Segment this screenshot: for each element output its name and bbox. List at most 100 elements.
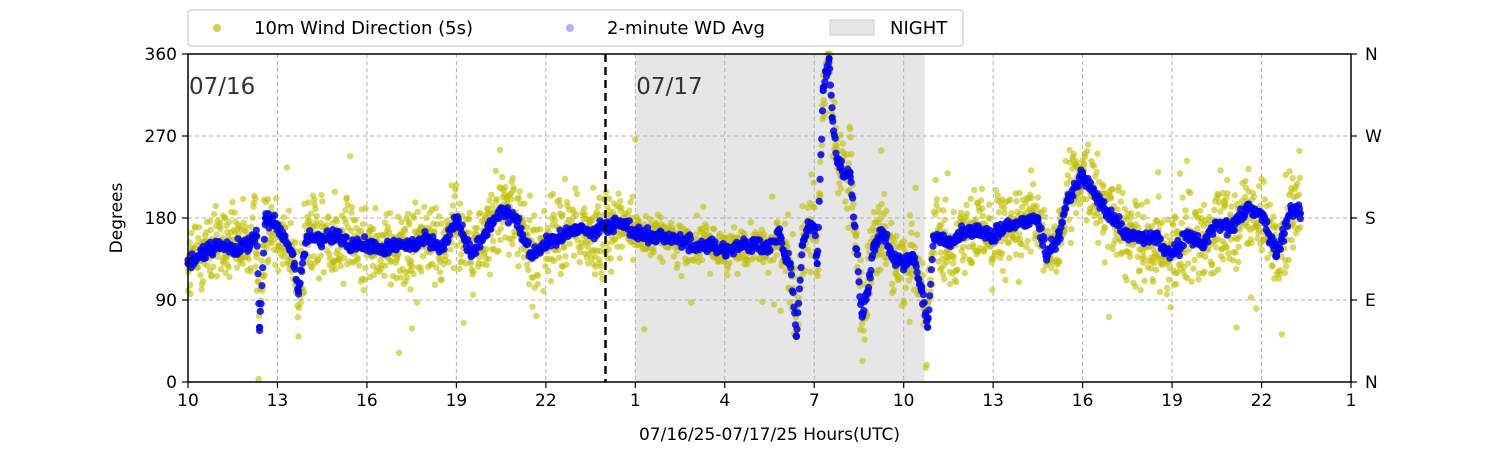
legend-label: 10m Wind Direction (5s) [254, 18, 473, 39]
raw-point [395, 349, 403, 357]
avg-point [923, 323, 932, 331]
raw-point [1015, 278, 1022, 286]
raw-point [972, 216, 980, 223]
avg-point [1296, 215, 1304, 223]
raw-point [486, 271, 494, 278]
raw-point [1219, 189, 1227, 197]
raw-point [213, 231, 220, 238]
avg-point [281, 232, 289, 240]
avg-point [616, 218, 624, 227]
raw-point [810, 203, 818, 211]
raw-point [1128, 210, 1135, 217]
raw-point [451, 192, 458, 200]
raw-point [1236, 226, 1243, 233]
raw-point [900, 237, 908, 245]
raw-point [1027, 248, 1034, 255]
raw-point [361, 276, 368, 283]
raw-point [970, 186, 978, 194]
raw-point [688, 299, 695, 306]
raw-point [498, 173, 506, 181]
raw-point [879, 243, 886, 251]
raw-point [1172, 215, 1179, 222]
avg-point [254, 270, 262, 278]
raw-point [1258, 246, 1265, 254]
raw-point [222, 214, 229, 222]
raw-point [526, 217, 533, 224]
raw-point [893, 232, 900, 240]
raw-point [1053, 268, 1060, 275]
raw-point [1082, 196, 1090, 203]
raw-point [247, 268, 255, 275]
avg-point [847, 178, 855, 186]
raw-point [1006, 254, 1013, 262]
raw-point [1095, 239, 1102, 246]
raw-point [1172, 281, 1180, 288]
raw-point [337, 262, 344, 270]
raw-point [1149, 222, 1156, 230]
raw-point [566, 240, 573, 247]
raw-point [1191, 256, 1198, 264]
raw-point [555, 254, 563, 261]
raw-point [1296, 174, 1304, 182]
raw-point [942, 196, 949, 203]
raw-point [584, 243, 591, 251]
raw-point [1072, 210, 1080, 217]
y2-tick-label: S [1365, 209, 1376, 229]
raw-point [398, 218, 405, 226]
raw-point [550, 211, 557, 219]
raw-point [570, 252, 578, 259]
raw-point [581, 205, 588, 212]
raw-point [1126, 253, 1134, 261]
raw-point [234, 264, 241, 271]
raw-point [1193, 225, 1201, 232]
raw-point [1195, 276, 1202, 283]
raw-point [300, 288, 308, 296]
avg-point [294, 287, 302, 295]
raw-point [1008, 210, 1015, 217]
raw-point [789, 231, 796, 238]
raw-point [358, 227, 365, 235]
avg-point [802, 232, 810, 240]
raw-point [456, 265, 463, 273]
legend-marker [566, 24, 574, 32]
raw-point [285, 207, 293, 214]
raw-point [1184, 260, 1192, 267]
raw-point [549, 190, 557, 198]
raw-point [1028, 194, 1035, 202]
raw-point [1107, 194, 1115, 202]
raw-point [1138, 201, 1145, 208]
avg-point [840, 173, 848, 181]
raw-point [1000, 204, 1008, 211]
avg-point [900, 259, 908, 268]
avg-point [815, 197, 823, 205]
raw-point [323, 222, 330, 229]
avg-point [1049, 241, 1057, 249]
raw-point [1212, 244, 1220, 251]
raw-point [870, 208, 878, 216]
avg-point [206, 238, 214, 246]
overlay-layer: 07/16 07/17 [189, 54, 703, 382]
avg-point [989, 232, 997, 240]
raw-point [325, 213, 332, 220]
raw-point [514, 250, 521, 258]
raw-point [248, 223, 255, 231]
raw-point [618, 204, 625, 212]
raw-point [878, 200, 885, 208]
raw-point [560, 243, 568, 250]
raw-point [423, 214, 430, 222]
raw-point [419, 253, 427, 260]
raw-point [850, 200, 857, 207]
raw-point [839, 140, 847, 147]
avg-point [465, 239, 474, 248]
avg-point [1243, 205, 1251, 213]
raw-point [595, 211, 602, 218]
raw-point [710, 225, 718, 233]
avg-point [811, 231, 819, 240]
raw-point [1119, 189, 1126, 196]
raw-point [1289, 244, 1297, 251]
raw-point [531, 212, 538, 219]
avg-point [772, 238, 780, 246]
raw-point [384, 223, 392, 231]
raw-point [853, 230, 860, 237]
raw-point [465, 229, 472, 237]
